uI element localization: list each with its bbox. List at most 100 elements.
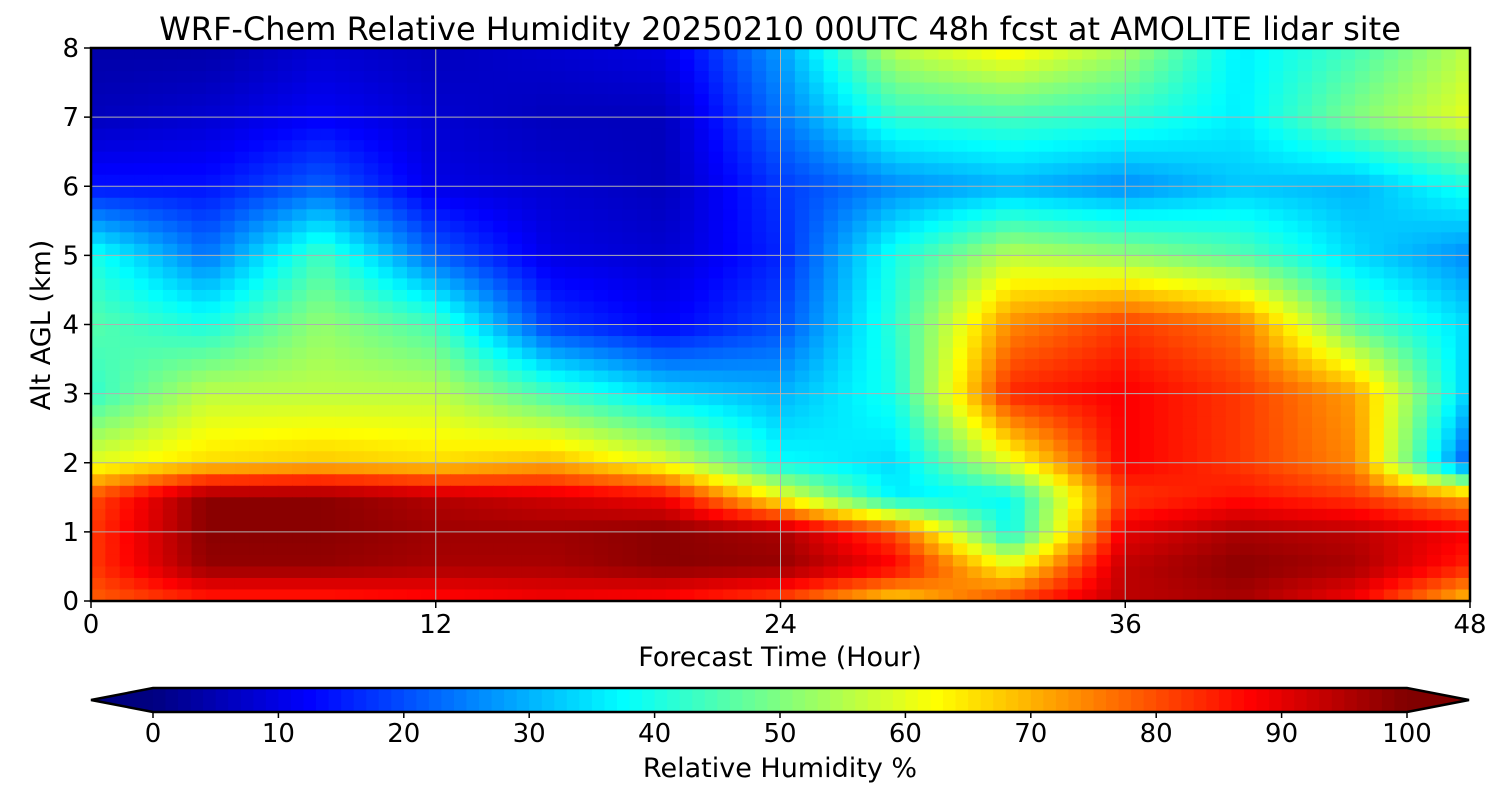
heatmap-cell xyxy=(694,255,710,268)
heatmap-cell xyxy=(909,382,925,395)
heatmap-cell xyxy=(565,382,580,395)
heatmap-cell xyxy=(665,140,681,153)
heatmap-cell xyxy=(694,186,710,199)
heatmap-cell xyxy=(938,301,954,314)
heatmap-cell xyxy=(1139,566,1155,579)
heatmap-cell xyxy=(1369,220,1385,233)
heatmap-cell xyxy=(320,451,336,464)
heatmap-cell xyxy=(249,347,264,360)
colorbar-segment xyxy=(341,688,355,712)
heatmap-cell xyxy=(536,382,552,395)
heatmap-cell xyxy=(1383,497,1399,510)
heatmap-cell xyxy=(263,497,279,510)
heatmap-cell xyxy=(1441,71,1457,84)
heatmap-cell xyxy=(1082,278,1098,291)
heatmap-cell xyxy=(1398,508,1414,521)
heatmap-cell xyxy=(1039,209,1055,222)
heatmap-cell xyxy=(981,462,997,475)
heatmap-cell xyxy=(1125,428,1141,441)
heatmap-cell xyxy=(651,543,667,556)
heatmap-cell xyxy=(392,163,408,176)
heatmap-cell xyxy=(263,82,279,95)
heatmap-cell xyxy=(1340,497,1356,510)
heatmap-cell xyxy=(651,220,667,233)
heatmap-cell xyxy=(608,405,624,418)
heatmap-cell xyxy=(1297,140,1313,153)
heatmap-cell xyxy=(550,255,566,268)
heatmap-cell xyxy=(263,577,279,591)
heatmap-cell xyxy=(1125,82,1141,95)
heatmap-cell xyxy=(737,94,753,107)
heatmap-cell xyxy=(478,117,494,130)
heatmap-cell xyxy=(249,301,264,314)
heatmap-cell xyxy=(1240,336,1256,349)
heatmap-cell xyxy=(967,163,983,176)
heatmap-cell xyxy=(794,71,810,84)
heatmap-cell xyxy=(1225,439,1241,452)
heatmap-cell xyxy=(306,462,322,475)
heatmap-cell xyxy=(866,416,882,429)
heatmap-cell xyxy=(1426,174,1442,187)
heatmap-cell xyxy=(1024,508,1040,521)
heatmap-cell xyxy=(134,232,150,245)
heatmap-cell xyxy=(1326,520,1342,533)
heatmap-cell xyxy=(1297,497,1313,510)
heatmap-cell xyxy=(1024,474,1040,487)
heatmap-cell xyxy=(708,174,724,187)
heatmap-cell xyxy=(708,577,724,591)
heatmap-cell xyxy=(1096,197,1112,210)
heatmap-cell xyxy=(608,474,624,487)
heatmap-cell xyxy=(866,301,882,314)
heatmap-cell xyxy=(780,105,796,118)
heatmap-cell xyxy=(780,209,796,222)
heatmap-cell xyxy=(119,163,135,176)
heatmap-cell xyxy=(363,301,379,314)
heatmap-cell xyxy=(694,94,710,107)
heatmap-cell xyxy=(1355,554,1371,568)
heatmap-cell xyxy=(1283,174,1299,187)
heatmap-cell xyxy=(1153,94,1169,107)
heatmap-cell xyxy=(1125,462,1141,475)
heatmap-cell xyxy=(1326,105,1342,118)
heatmap-cell xyxy=(1168,59,1184,72)
heatmap-cell xyxy=(464,117,480,130)
heatmap-cell xyxy=(952,462,968,475)
heatmap-cell xyxy=(694,428,710,441)
heatmap-cell xyxy=(1254,405,1270,418)
heatmap-cell xyxy=(335,151,351,164)
heatmap-cell xyxy=(1383,416,1399,429)
heatmap-cell xyxy=(852,336,868,349)
heatmap-cell xyxy=(1254,151,1270,164)
heatmap-cell xyxy=(521,359,537,372)
heatmap-cell xyxy=(1168,393,1184,406)
heatmap-cell xyxy=(679,163,695,176)
heatmap-cell xyxy=(794,209,810,222)
heatmap-cell xyxy=(995,359,1011,372)
heatmap-cell xyxy=(780,543,796,556)
heatmap-cell xyxy=(1096,128,1112,141)
heatmap-cell xyxy=(1311,462,1327,475)
heatmap-cell xyxy=(1053,462,1069,475)
heatmap-cell xyxy=(550,589,566,602)
heatmap-cell xyxy=(608,289,624,303)
heatmap-cell xyxy=(809,497,825,510)
heatmap-cell xyxy=(177,520,193,533)
heatmap-cell xyxy=(493,428,509,441)
heatmap-cell xyxy=(651,393,667,406)
heatmap-cell xyxy=(679,531,695,544)
heatmap-cell xyxy=(521,393,537,406)
heatmap-cell xyxy=(234,186,250,199)
heatmap-cell xyxy=(1153,336,1169,349)
heatmap-cell xyxy=(565,151,580,164)
heatmap-cell xyxy=(952,474,968,487)
colorbar-segment xyxy=(366,688,380,712)
heatmap-cell xyxy=(837,347,853,360)
heatmap-cell xyxy=(1039,359,1055,372)
heatmap-cell xyxy=(306,255,322,268)
heatmap-cell xyxy=(177,94,193,107)
heatmap-cell xyxy=(1240,140,1256,153)
heatmap-cell xyxy=(1197,163,1213,176)
heatmap-cell xyxy=(952,94,968,107)
heatmap-cell xyxy=(1398,577,1414,591)
heatmap-cell xyxy=(91,243,106,256)
